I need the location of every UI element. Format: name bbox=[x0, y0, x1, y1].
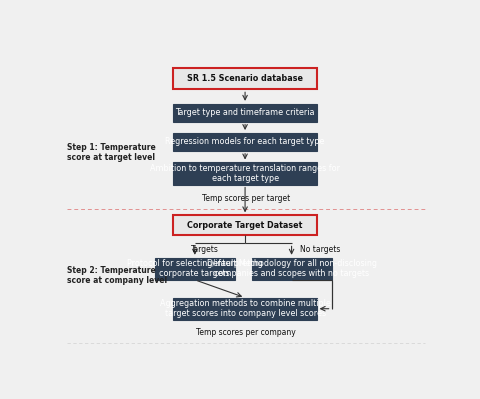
FancyBboxPatch shape bbox=[173, 215, 317, 235]
Text: Targets: Targets bbox=[191, 245, 219, 254]
Text: Ambition to temperature translation ranges for
each target type: Ambition to temperature translation rang… bbox=[150, 164, 340, 183]
FancyBboxPatch shape bbox=[173, 68, 317, 89]
FancyBboxPatch shape bbox=[252, 258, 332, 280]
FancyBboxPatch shape bbox=[173, 298, 317, 320]
Text: Target type and timeframe criteria: Target type and timeframe criteria bbox=[175, 108, 315, 117]
FancyBboxPatch shape bbox=[155, 258, 235, 280]
Text: Aggregation methods to combine multiple
target scores into company level scores: Aggregation methods to combine multiple … bbox=[160, 299, 331, 318]
Text: Protocol for selecting/interpreting
corporate targets: Protocol for selecting/interpreting corp… bbox=[127, 259, 263, 279]
Text: Temp scores per company: Temp scores per company bbox=[196, 328, 296, 338]
FancyBboxPatch shape bbox=[173, 162, 317, 185]
Text: No targets: No targets bbox=[300, 245, 341, 254]
Text: Step 2: Temperature
score at company level: Step 2: Temperature score at company lev… bbox=[67, 265, 168, 285]
FancyBboxPatch shape bbox=[173, 104, 317, 122]
Text: Corporate Target Dataset: Corporate Target Dataset bbox=[187, 221, 303, 230]
Text: Default Methodology for all non-disclosing
companies and scopes with no targets: Default Methodology for all non-disclosi… bbox=[206, 259, 377, 279]
Text: Regression models for each target type: Regression models for each target type bbox=[166, 137, 325, 146]
Text: SR 1.5 Scenario database: SR 1.5 Scenario database bbox=[187, 74, 303, 83]
Text: Step 1: Temperature
score at target level: Step 1: Temperature score at target leve… bbox=[67, 142, 156, 162]
FancyBboxPatch shape bbox=[173, 133, 317, 151]
Text: Temp scores per target: Temp scores per target bbox=[202, 194, 290, 203]
